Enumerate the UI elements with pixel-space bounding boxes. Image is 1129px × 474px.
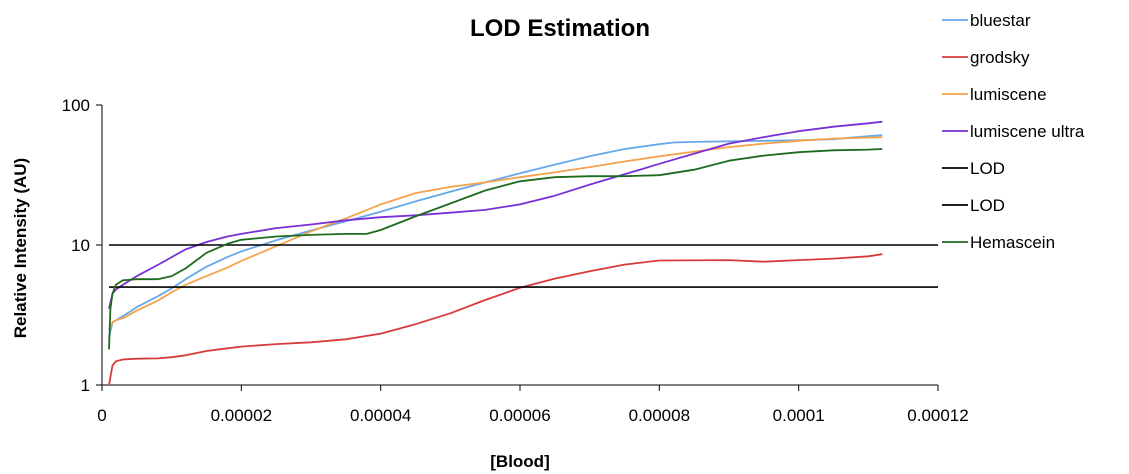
legend-label-bluestar: bluestar bbox=[970, 11, 1031, 30]
series-line-lumiscene bbox=[108, 136, 883, 330]
legend-label-lumiscene-ultra: lumiscene ultra bbox=[970, 122, 1085, 141]
legend-label-lod: LOD bbox=[970, 196, 1005, 215]
x-tick-label: 0.00006 bbox=[489, 406, 550, 425]
x-tick-label: 0.0001 bbox=[773, 406, 825, 425]
legend-label-grodsky: grodsky bbox=[970, 48, 1030, 67]
y-tick-label: 1 bbox=[81, 376, 90, 395]
x-tick-label: 0.00004 bbox=[350, 406, 411, 425]
series-line-grodsky bbox=[108, 253, 883, 386]
legend: bluestar grodsky lumiscene lumiscene ultra L… bbox=[942, 11, 1085, 252]
x-tick-label: 0 bbox=[97, 406, 106, 425]
legend-label-lod: LOD bbox=[970, 159, 1005, 178]
x-tick-label: 0.00008 bbox=[629, 406, 690, 425]
y-axis-label: Relative Intensity (AU) bbox=[11, 158, 30, 338]
plot-area: 1 10 100 0 0.00002 0.00004 0.00006 0.00008 0.000… bbox=[62, 96, 969, 425]
series-line-bluestar bbox=[108, 134, 883, 338]
x-axis-label: [Blood] bbox=[490, 452, 549, 471]
x-tick-label: 0.00012 bbox=[907, 406, 968, 425]
y-tick-label: 100 bbox=[62, 96, 90, 115]
series-line-hemascein bbox=[108, 148, 883, 350]
chart-title: LOD Estimation bbox=[470, 15, 650, 42]
legend-label-hemascein: Hemascein bbox=[970, 233, 1055, 252]
y-tick-label: 10 bbox=[71, 236, 90, 255]
x-tick-label: 0.00002 bbox=[211, 406, 272, 425]
series-line-lumiscene-ultra bbox=[108, 120, 883, 310]
legend-label-lumiscene: lumiscene bbox=[970, 85, 1047, 104]
